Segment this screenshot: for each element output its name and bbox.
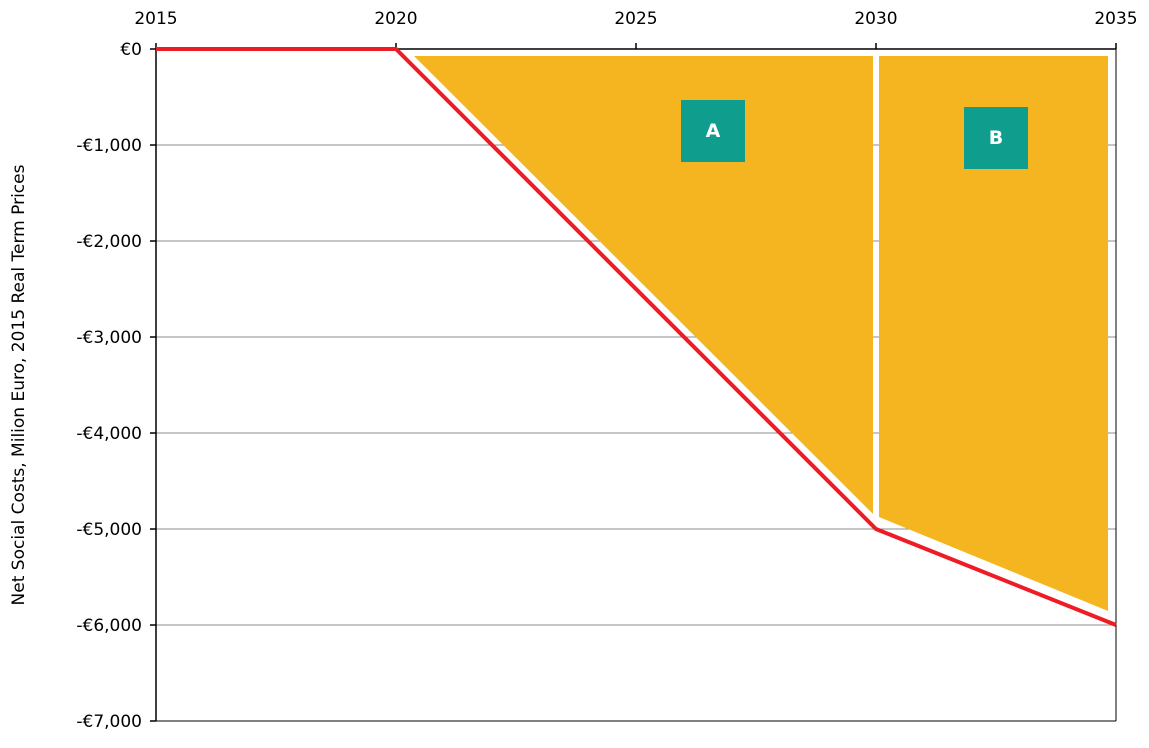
- x-tick-label: 2025: [614, 9, 657, 29]
- areas: [414, 56, 1108, 611]
- y-axis-label: Net Social Costs, Milion Euro, 2015 Real…: [9, 164, 29, 605]
- y-tick-label: -€4,000: [76, 424, 142, 444]
- area-b: [879, 56, 1108, 611]
- x-tick-label: 2035: [1094, 9, 1137, 29]
- y-tick-label: -€1,000: [76, 136, 142, 156]
- y-tick-label: -€3,000: [76, 328, 142, 348]
- region-label-box-a: [681, 100, 745, 162]
- y-tick-label: €0: [120, 40, 142, 60]
- y-tick-labels: €0 -€1,000 -€2,000 -€3,000 -€4,000 -€5,000 -€6…: [76, 40, 142, 732]
- region-label-a: A: [706, 120, 721, 142]
- area-a: [414, 56, 873, 514]
- net-social-cost-line: [156, 47, 1117, 627]
- y-tick-label: -€5,000: [76, 520, 142, 540]
- region-label-box-b: [964, 107, 1028, 169]
- series: [156, 47, 1117, 627]
- x-tick-label: 2015: [134, 9, 177, 29]
- x-tick-labels: 2015 2020 2025 2030 2035: [134, 9, 1137, 29]
- x-tick-label: 2030: [854, 9, 897, 29]
- x-tick-label: 2020: [374, 9, 417, 29]
- y-tick-label: -€6,000: [76, 616, 142, 636]
- y-tick-label: -€7,000: [76, 712, 142, 732]
- region-label-b: B: [989, 127, 1003, 149]
- y-tick-label: -€2,000: [76, 232, 142, 252]
